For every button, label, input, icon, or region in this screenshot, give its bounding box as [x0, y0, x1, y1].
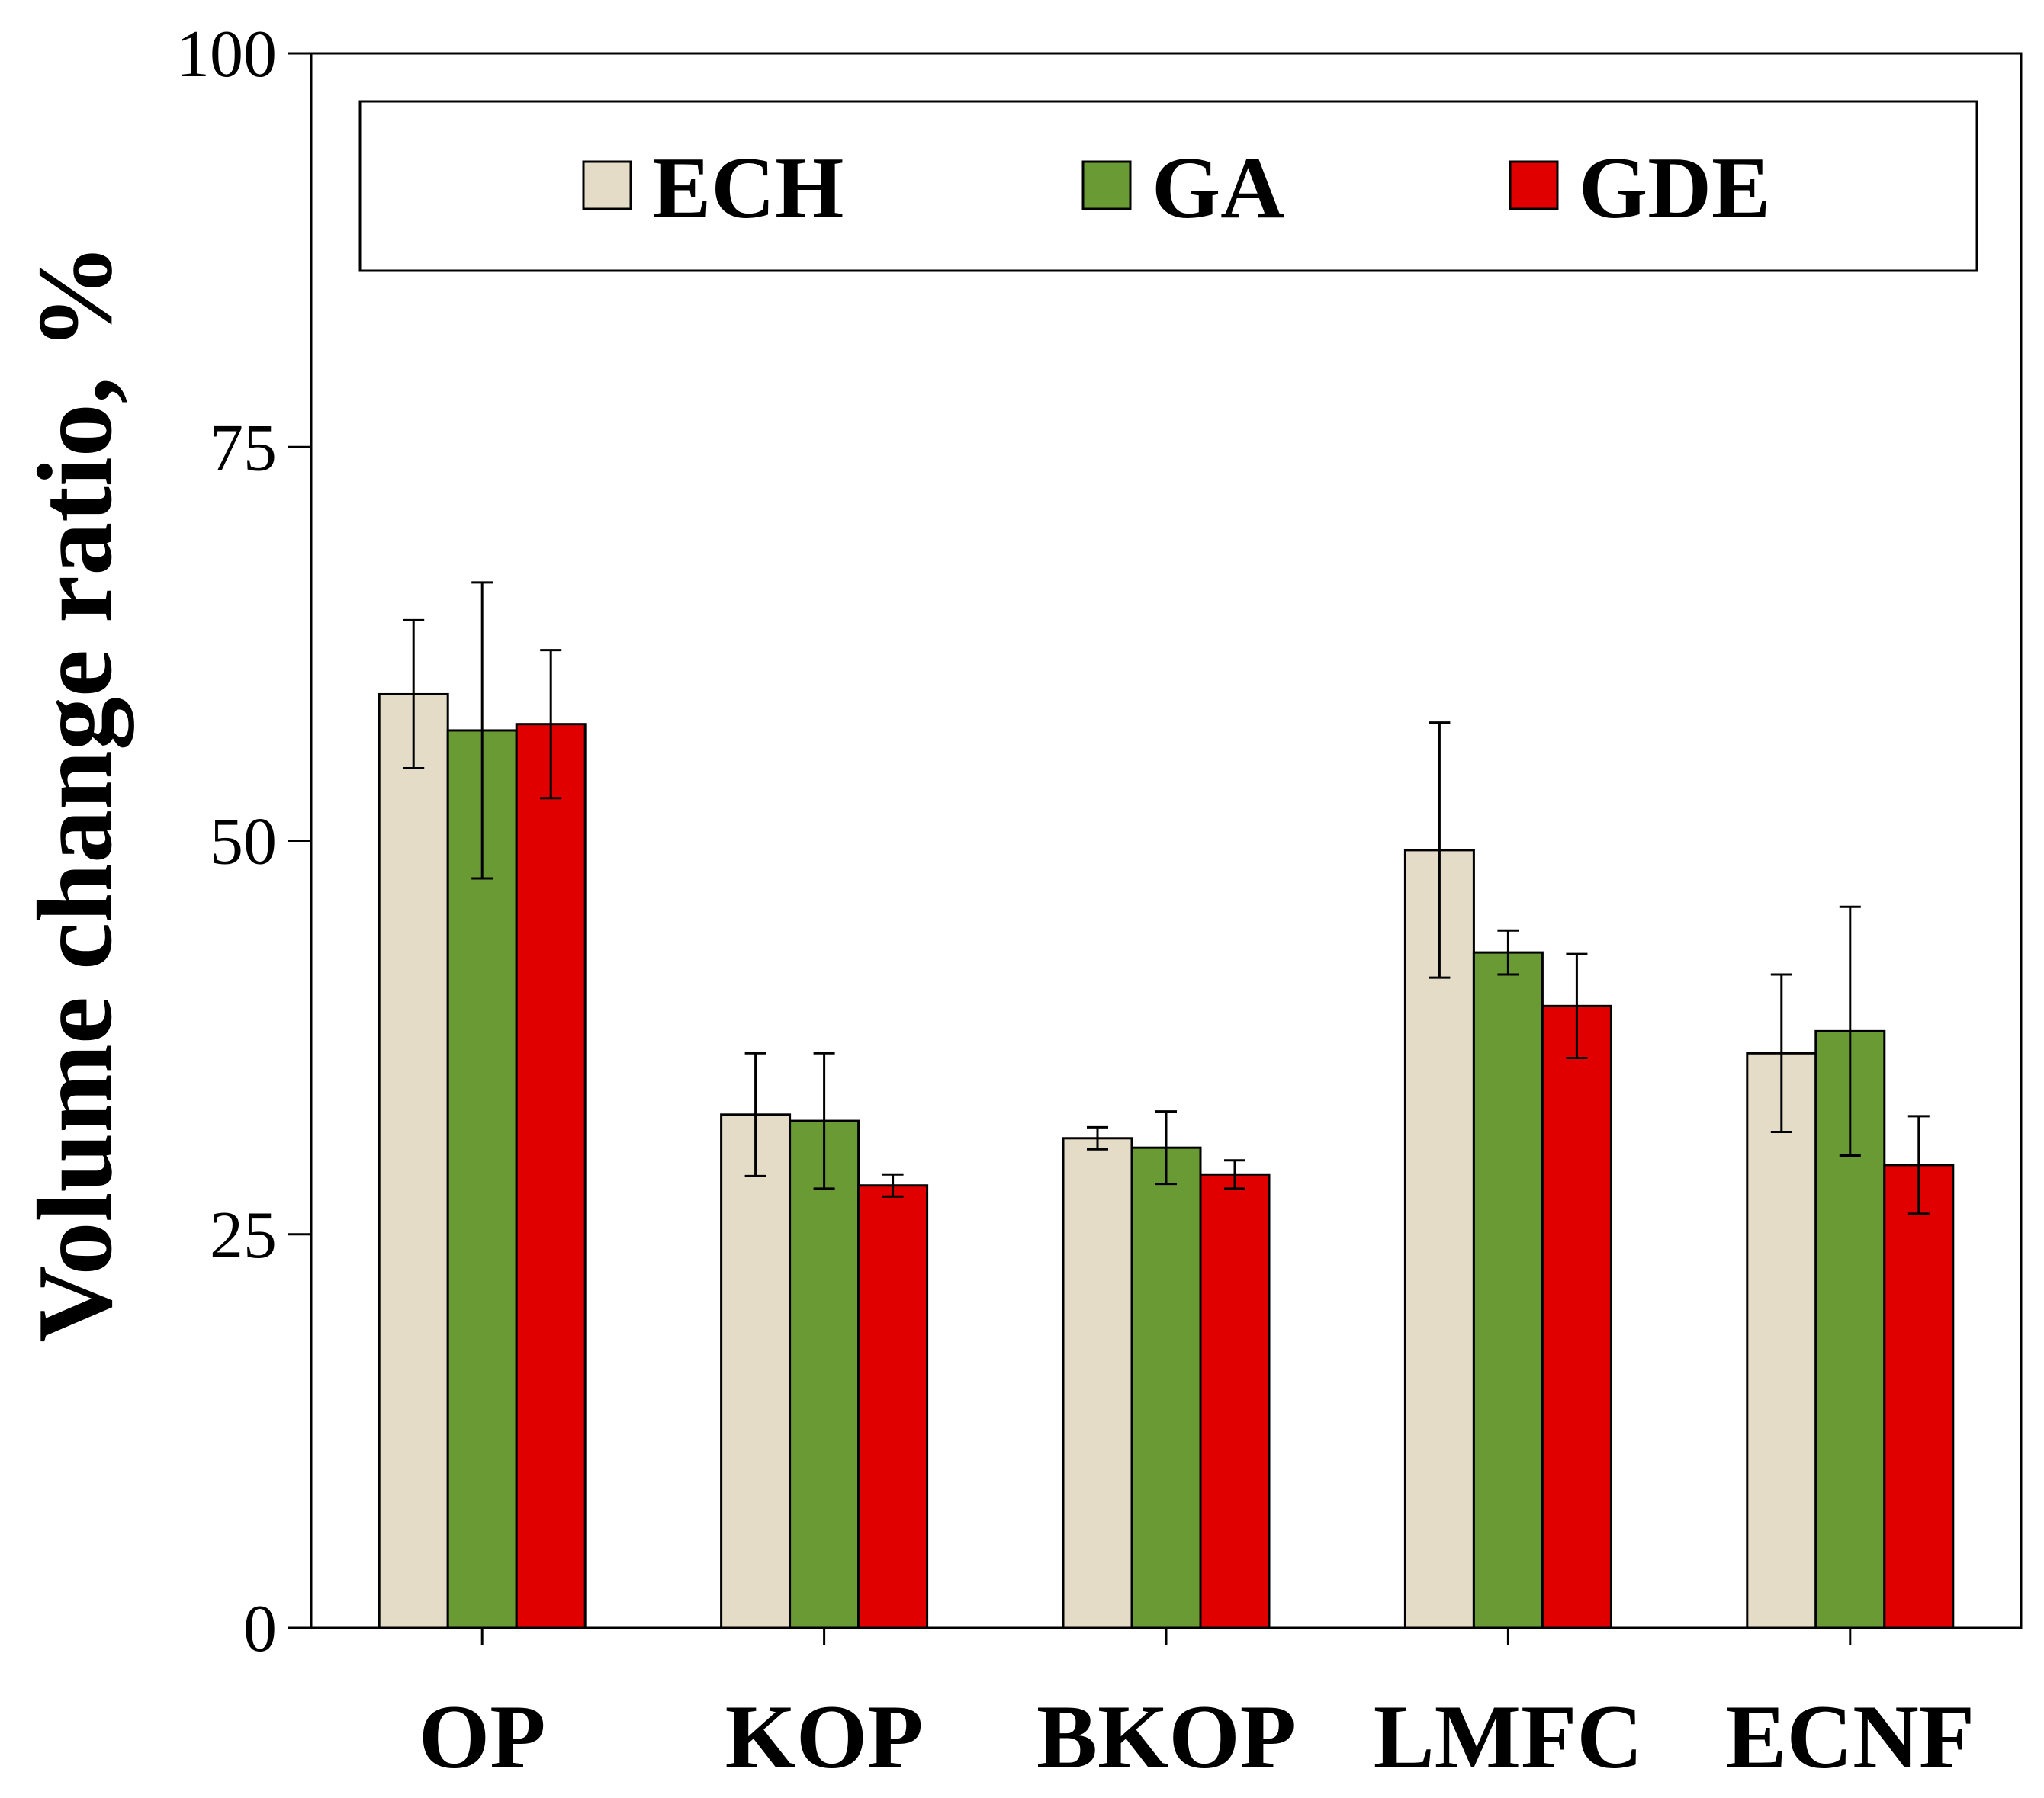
bar [1883, 1164, 1955, 1629]
legend-label: ECH [652, 140, 844, 237]
legend-swatch [1509, 160, 1559, 210]
labels: Volume change ratio, % OP KOP BKOP LMFC ECNF [16, 243, 1975, 1787]
category-label: OP [419, 1686, 546, 1787]
category-label: ECNF [1725, 1686, 1975, 1787]
bar [378, 692, 449, 1629]
bar [720, 1113, 792, 1629]
bar [515, 723, 587, 1629]
bar [789, 1119, 860, 1629]
bar [446, 729, 518, 1629]
y-tick-label: 0 [243, 1592, 277, 1666]
bar [1541, 1004, 1612, 1629]
bar [1472, 951, 1544, 1629]
y-tick-label: 50 [210, 805, 277, 879]
bar [1746, 1052, 1817, 1629]
category-label: KOP [725, 1686, 924, 1787]
category-label: LMFC [1374, 1686, 1643, 1787]
bar [1199, 1173, 1271, 1629]
y-tick-label: 25 [210, 1199, 277, 1273]
legend-swatch [1081, 160, 1132, 210]
bar [1062, 1137, 1133, 1629]
legend-swatch [582, 160, 632, 210]
bar [1130, 1146, 1202, 1629]
category-label: BKOP [1036, 1686, 1296, 1787]
legend-label: GDE [1579, 140, 1770, 237]
y-axis-title: Volume change ratio, % [16, 243, 134, 1342]
legend-label: GA [1152, 140, 1284, 237]
y-tick-label: 100 [176, 18, 277, 92]
y-tick-label: 75 [210, 411, 277, 485]
legend: ECH GA GDE [358, 100, 1978, 272]
bar [857, 1184, 929, 1629]
bars [378, 581, 1955, 1629]
